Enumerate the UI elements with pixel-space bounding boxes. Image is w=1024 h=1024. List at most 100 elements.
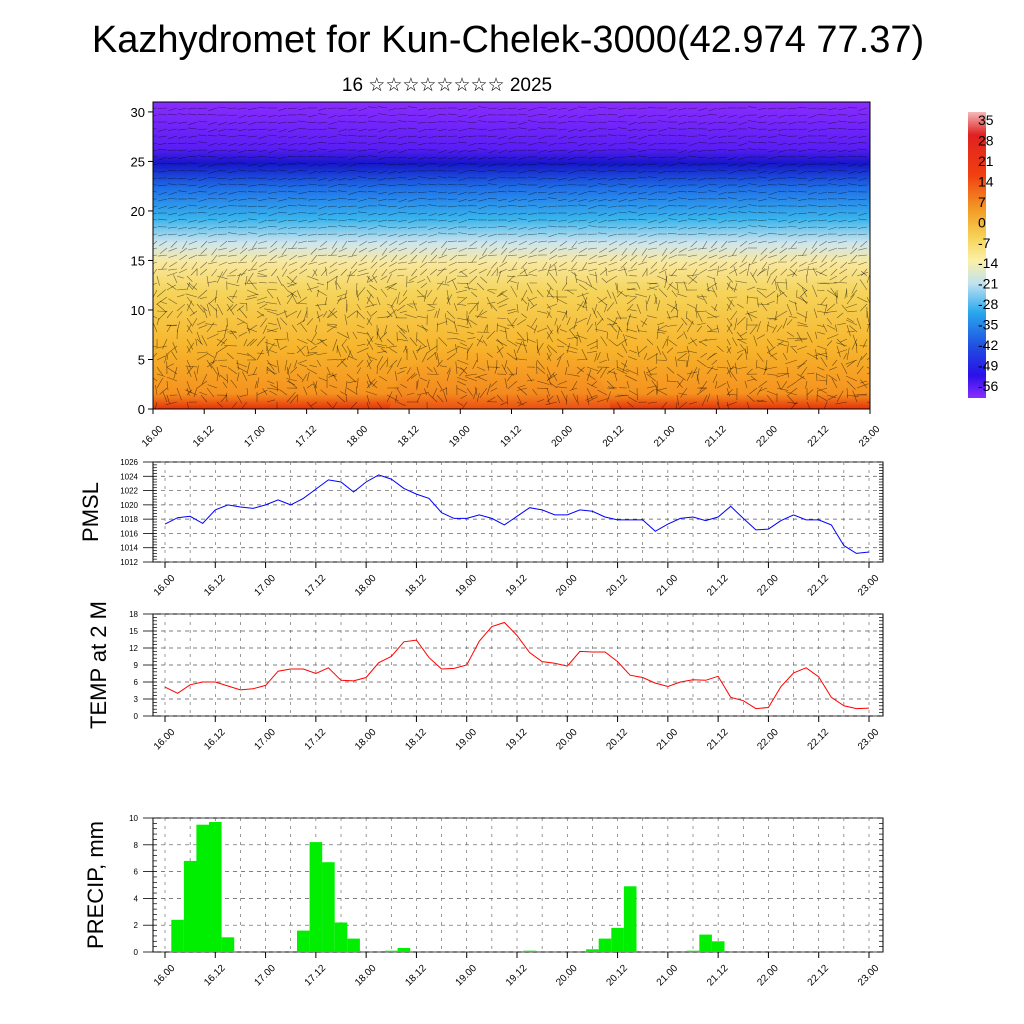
wind-barb bbox=[468, 142, 478, 146]
wind-barb bbox=[188, 162, 198, 165]
wind-barb bbox=[528, 107, 538, 111]
wind-barb bbox=[571, 261, 578, 270]
wind-barb bbox=[556, 356, 562, 368]
wind-barb bbox=[215, 308, 218, 319]
precip-bar bbox=[699, 934, 712, 952]
wind-barb bbox=[767, 226, 778, 228]
wind-barb bbox=[716, 394, 720, 406]
wind-barb bbox=[796, 373, 806, 380]
wind-barb bbox=[595, 321, 598, 333]
wind-barb bbox=[627, 114, 638, 117]
wind-barb bbox=[846, 294, 855, 305]
wind-barb bbox=[848, 219, 858, 223]
wind-barb bbox=[838, 233, 848, 237]
wind-barb bbox=[671, 290, 678, 298]
wind-barb bbox=[318, 163, 328, 167]
wind-barb bbox=[306, 282, 312, 293]
wind-barb bbox=[228, 247, 238, 253]
wind-barb bbox=[238, 162, 248, 165]
wind-barb bbox=[428, 156, 438, 159]
wind-barb bbox=[317, 142, 328, 144]
wind-barb bbox=[688, 205, 698, 210]
wind-barb bbox=[257, 128, 268, 130]
wind-barb bbox=[826, 334, 839, 340]
wind-barb bbox=[198, 184, 208, 189]
wind-barb bbox=[387, 156, 398, 159]
wind-barb bbox=[816, 372, 818, 382]
wind-barb bbox=[227, 205, 238, 207]
wind-barb bbox=[406, 367, 412, 375]
wind-barb bbox=[318, 107, 328, 111]
wind-barb bbox=[557, 380, 568, 385]
wind-barb bbox=[416, 331, 418, 343]
wind-barb bbox=[398, 240, 408, 246]
wind-barb bbox=[329, 261, 338, 268]
wind-barb bbox=[434, 352, 438, 361]
wind-barb bbox=[657, 198, 668, 200]
wind-barb bbox=[787, 226, 798, 228]
wind-barb bbox=[319, 339, 328, 347]
wind-barb bbox=[200, 240, 208, 248]
wind-barb bbox=[518, 113, 528, 116]
wind-barb bbox=[678, 156, 688, 160]
wind-barb bbox=[238, 331, 248, 337]
wind-barb bbox=[716, 265, 719, 277]
main-xtick-label: 18.12 bbox=[396, 424, 422, 450]
wind-barb bbox=[436, 282, 450, 286]
wind-barb bbox=[438, 268, 448, 272]
wind-barb bbox=[298, 219, 308, 223]
wind-barb bbox=[438, 336, 448, 347]
wind-barb bbox=[258, 233, 268, 237]
wind-barb bbox=[168, 205, 178, 209]
wind-barb bbox=[508, 135, 518, 140]
wind-barb bbox=[766, 338, 774, 348]
wind-barb bbox=[695, 303, 698, 312]
wind-barb bbox=[678, 392, 688, 396]
wind-barb bbox=[287, 156, 298, 158]
wind-barb bbox=[153, 315, 158, 319]
wind-barb bbox=[334, 280, 338, 291]
wind-barb bbox=[576, 366, 584, 373]
wind-barb bbox=[496, 394, 504, 402]
wind-barb bbox=[367, 135, 378, 137]
wind-barb bbox=[777, 107, 788, 110]
wind-barb bbox=[768, 197, 778, 200]
wind-barb bbox=[406, 281, 415, 284]
wind-barb bbox=[678, 170, 688, 173]
wind-barb bbox=[327, 254, 338, 256]
wind-barb bbox=[538, 135, 548, 140]
wind-barb bbox=[368, 114, 378, 118]
main-xtick-label: 17.00 bbox=[242, 424, 268, 450]
wind-barb bbox=[291, 240, 298, 249]
wind-barb bbox=[348, 212, 358, 215]
wind-barb bbox=[596, 318, 604, 326]
wind-barb bbox=[726, 299, 733, 312]
wind-barb bbox=[811, 240, 818, 249]
wind-barb bbox=[267, 163, 278, 165]
wind-barb bbox=[158, 233, 168, 237]
wind-barb bbox=[688, 338, 698, 345]
wind-barb bbox=[845, 303, 858, 309]
wind-barb bbox=[666, 366, 675, 374]
wind-barb bbox=[327, 226, 338, 228]
wind-barb bbox=[157, 184, 168, 187]
wind-barb bbox=[575, 278, 588, 284]
wind-barb bbox=[366, 276, 370, 284]
wind-barb bbox=[188, 127, 198, 130]
wind-barb bbox=[767, 163, 778, 165]
wind-barb bbox=[546, 282, 554, 291]
xtick-label: 18.00 bbox=[353, 963, 379, 989]
ytick-label: 0 bbox=[134, 948, 139, 957]
wind-barb bbox=[631, 247, 638, 256]
wind-barb bbox=[857, 254, 868, 257]
wind-barb bbox=[649, 282, 658, 285]
wind-barb bbox=[538, 205, 548, 209]
wind-barb bbox=[208, 212, 218, 216]
wind-barb bbox=[328, 177, 338, 182]
wind-barb bbox=[517, 149, 528, 151]
wind-barb bbox=[860, 379, 868, 389]
wind-barb bbox=[286, 331, 289, 342]
wind-barb bbox=[240, 268, 248, 276]
wind-barb bbox=[188, 240, 198, 245]
wind-barb bbox=[358, 268, 368, 272]
